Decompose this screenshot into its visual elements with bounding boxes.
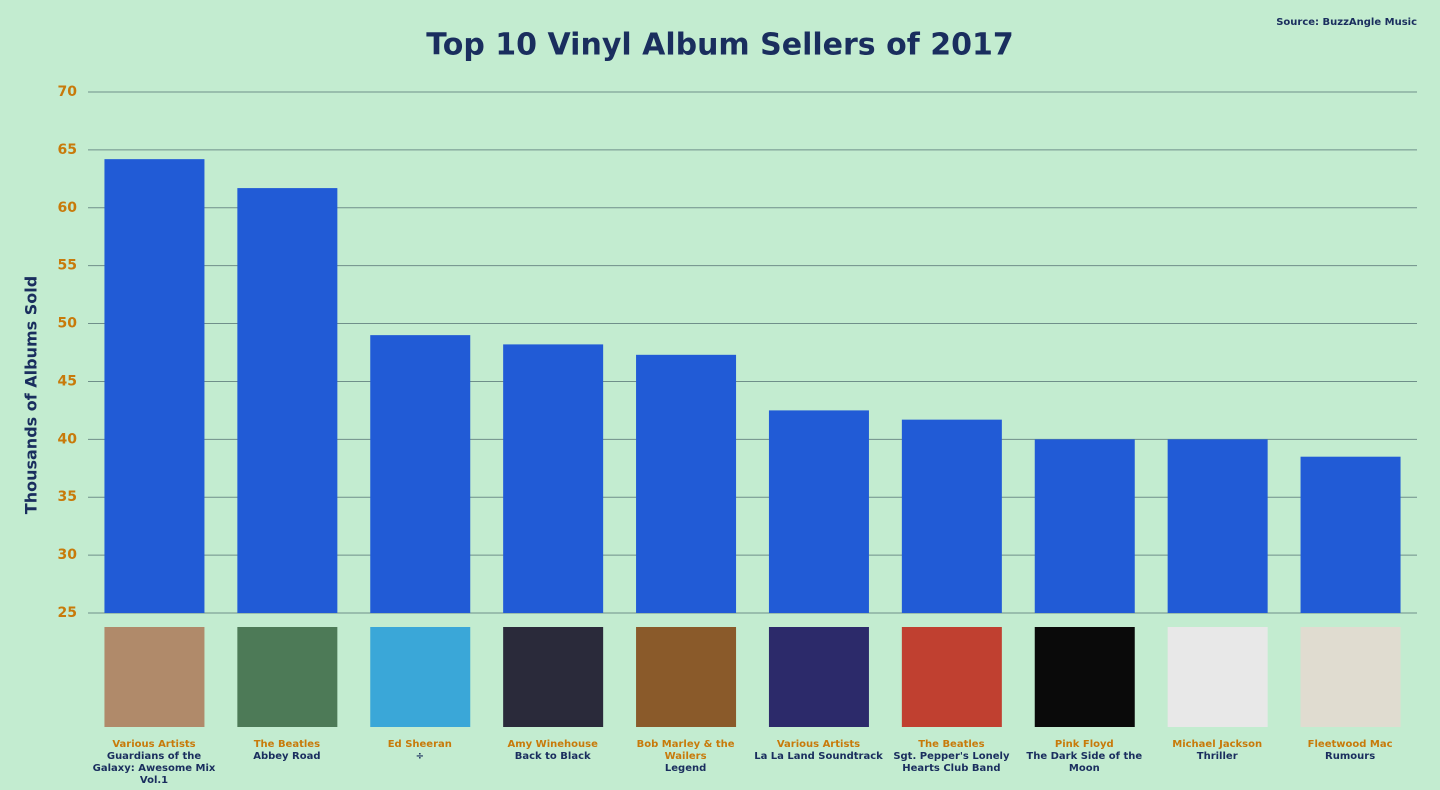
y-tick-label: 50 bbox=[58, 316, 78, 332]
category-label: Fleetwood Mac Rumours bbox=[1284, 739, 1416, 763]
x-tick-label: Thriller bbox=[1196, 751, 1238, 762]
category-label: Ed Sheeran ÷ bbox=[354, 739, 486, 763]
source: Source: BuzzAngle Music bbox=[1276, 17, 1417, 28]
chart-title: Top 10 Vinyl Album Sellers of 2017 bbox=[426, 28, 1013, 63]
y-tick-label: 40 bbox=[58, 431, 78, 447]
y-axis-title: Thousands of Albums Sold bbox=[22, 276, 41, 514]
album-cover bbox=[503, 627, 604, 727]
x-tick-label: The Dark Side of the Moon bbox=[1026, 751, 1143, 774]
album-cover bbox=[636, 627, 737, 727]
category-label: Various Artists Guardians of the Galaxy: … bbox=[88, 739, 220, 787]
category-label: The Beatles Abbey Road bbox=[221, 739, 353, 763]
artist-label: Michael Jackson bbox=[1172, 739, 1263, 750]
album-cover bbox=[370, 627, 471, 727]
x-tick-label: ÷ bbox=[415, 751, 424, 762]
artist-label: The Beatles bbox=[918, 739, 985, 750]
album-cover bbox=[1034, 627, 1135, 727]
bar bbox=[1034, 439, 1135, 613]
album-cover bbox=[901, 627, 1002, 727]
y-tick-label: 35 bbox=[58, 489, 77, 505]
y-tick-label: 25 bbox=[58, 605, 77, 621]
y-tick-label: 70 bbox=[58, 84, 78, 100]
artist-label: Ed Sheeran bbox=[387, 739, 452, 750]
y-tick-label: 45 bbox=[58, 373, 77, 389]
artist-label: Bob Marley & the Wailers bbox=[636, 739, 735, 762]
x-tick-label: La La Land Soundtrack bbox=[754, 751, 883, 762]
category-label: Michael Jackson Thriller bbox=[1151, 739, 1283, 763]
artist-label: Amy Winehouse bbox=[507, 739, 598, 750]
bar bbox=[768, 410, 869, 613]
x-tick-label: Legend bbox=[664, 763, 707, 774]
y-tick-label: 30 bbox=[58, 547, 78, 563]
bar bbox=[1300, 456, 1401, 613]
x-tick-label: Guardians of the Galaxy: Awesome Mix Vol… bbox=[92, 751, 216, 786]
category-label: The Beatles Sgt. Pepper's Lonely Hearts C… bbox=[885, 739, 1017, 775]
x-tick-label: Back to Black bbox=[514, 751, 591, 762]
category-label: Various Artists La La Land Soundtrack bbox=[753, 739, 885, 763]
bar bbox=[104, 159, 205, 613]
bar bbox=[503, 344, 604, 613]
bar bbox=[370, 335, 471, 613]
category-label: Bob Marley & the Wailers Legend bbox=[620, 739, 752, 775]
y-tick-label: 65 bbox=[58, 142, 77, 158]
artist-label: Pink Floyd bbox=[1054, 739, 1114, 750]
album-cover bbox=[1300, 627, 1401, 727]
x-tick-label: Rumours bbox=[1325, 751, 1376, 762]
artist-label: The Beatles bbox=[253, 739, 321, 750]
x-tick-label: Sgt. Pepper's Lonely Hearts Club Band bbox=[893, 751, 1010, 774]
artist-label: Various Artists bbox=[776, 739, 861, 750]
bar bbox=[901, 419, 1002, 613]
y-tick-label: 60 bbox=[58, 200, 78, 216]
album-cover bbox=[1167, 627, 1268, 727]
album-cover bbox=[768, 627, 869, 727]
album-cover bbox=[104, 627, 205, 727]
category-label: Pink Floyd The Dark Side of the Moon bbox=[1018, 739, 1150, 775]
bar bbox=[636, 354, 737, 613]
y-tick-label: 55 bbox=[58, 258, 77, 274]
bar bbox=[237, 188, 338, 613]
artist-label: Various Artists bbox=[112, 739, 196, 750]
category-label: Amy Winehouse Back to Black bbox=[487, 739, 619, 763]
bar bbox=[1167, 439, 1268, 613]
album-cover bbox=[237, 627, 338, 727]
x-tick-label: Abbey Road bbox=[253, 751, 321, 762]
artist-label: Fleetwood Mac bbox=[1307, 739, 1393, 750]
